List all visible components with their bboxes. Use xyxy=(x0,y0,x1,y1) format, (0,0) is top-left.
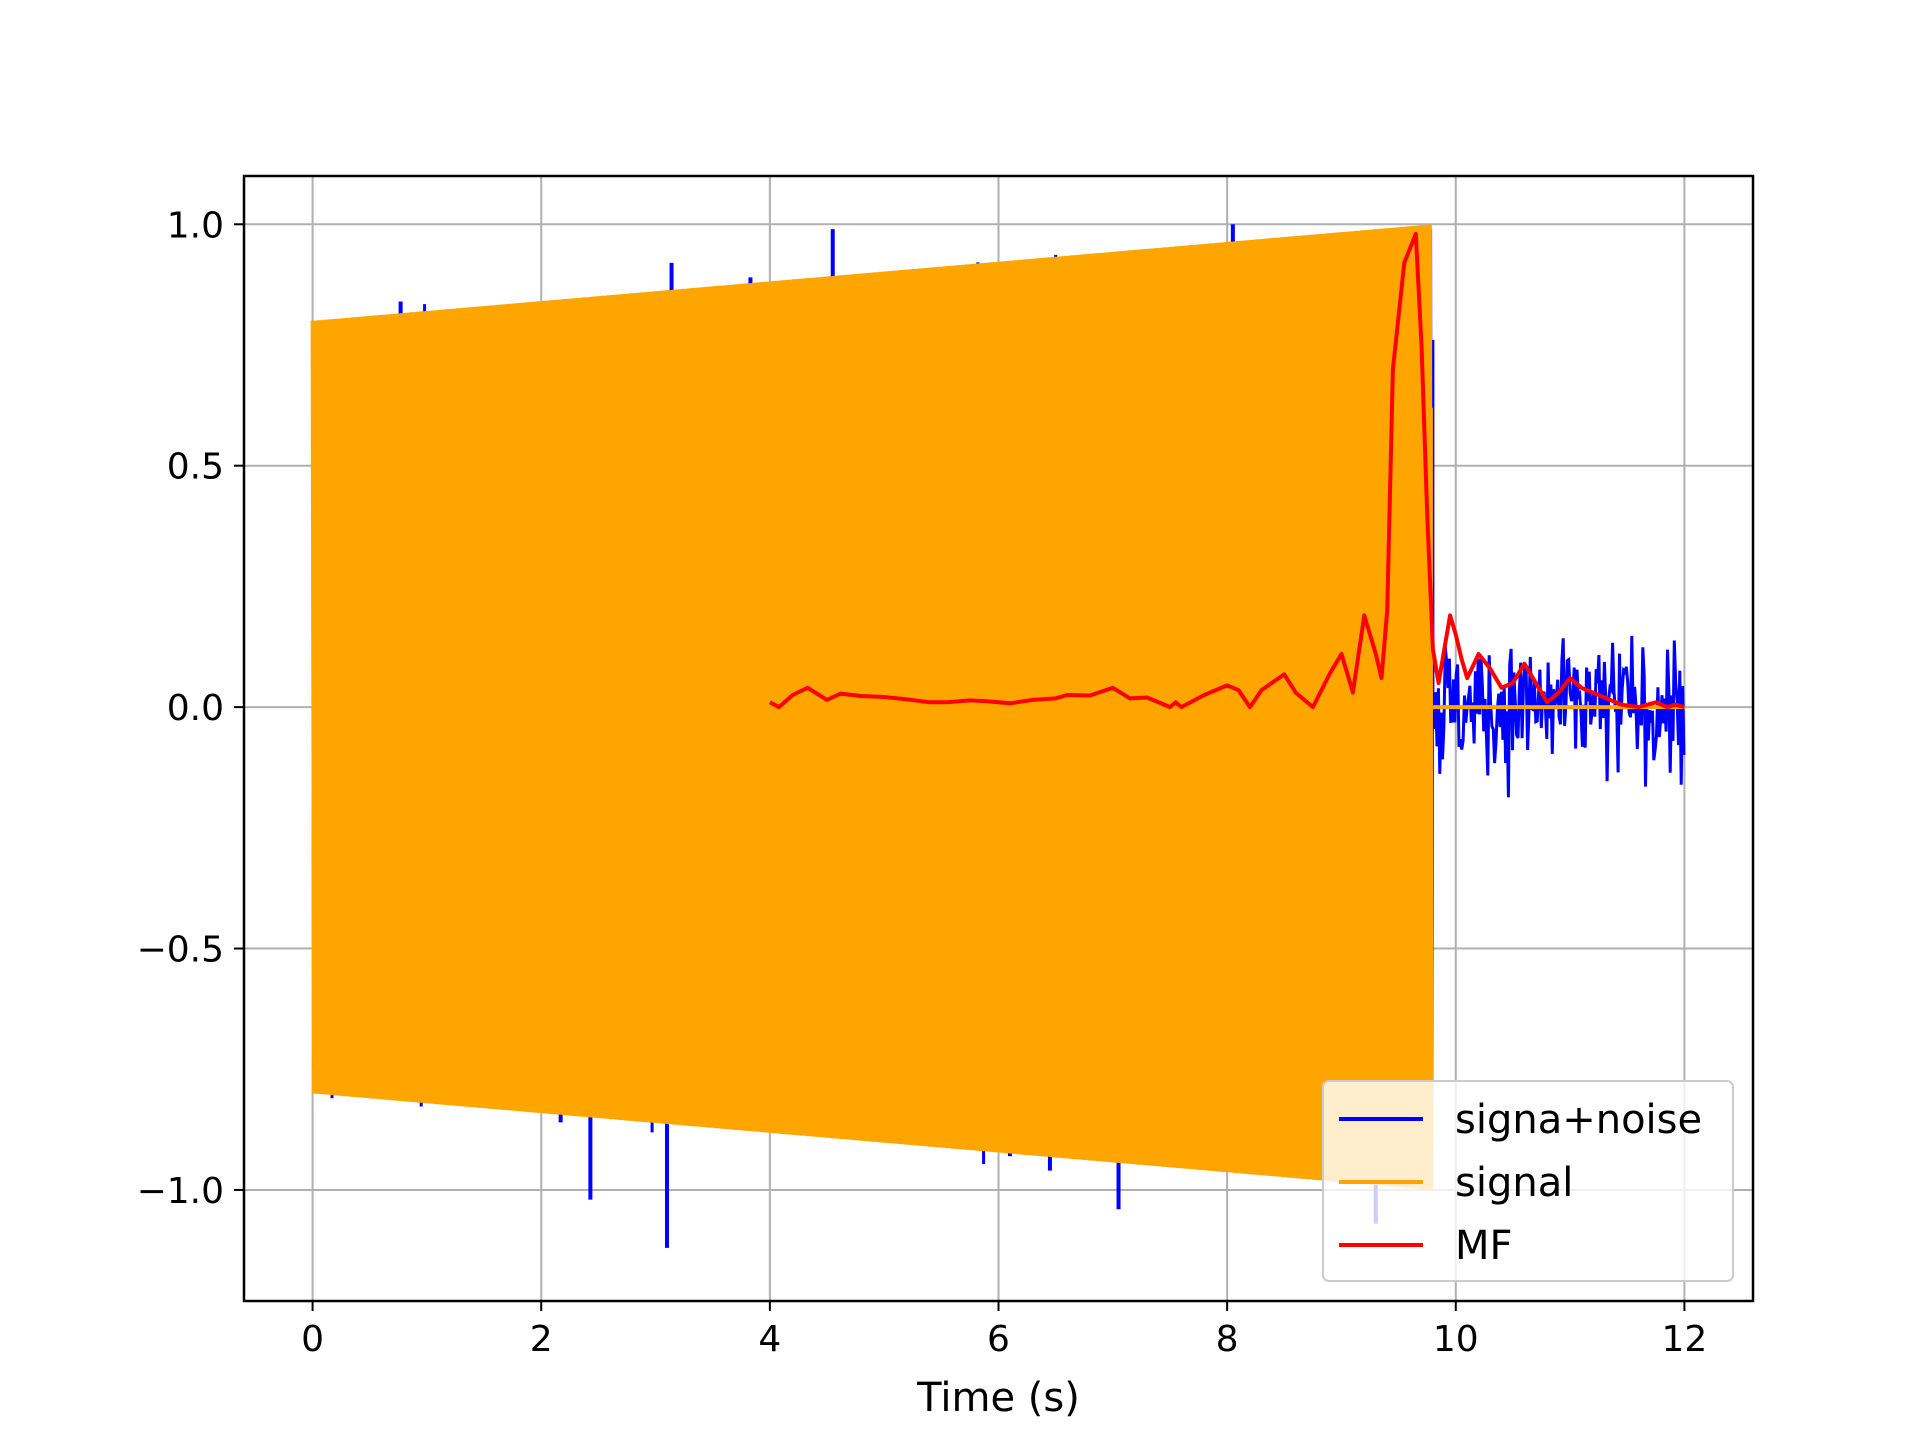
x-axis-label: Time (s) xyxy=(916,1375,1080,1421)
x-tick-label: 10 xyxy=(1433,1319,1479,1360)
x-tick-label: 12 xyxy=(1662,1319,1708,1360)
legend-box xyxy=(1322,1080,1734,1282)
y-tick-label: −1.0 xyxy=(137,1171,224,1212)
plot-area xyxy=(310,224,1686,1248)
legend-label: signal xyxy=(1455,1160,1573,1206)
y-tick-label: 0.0 xyxy=(167,688,224,729)
x-tick-label: 6 xyxy=(987,1319,1010,1360)
legend-label: signa+noise xyxy=(1455,1097,1702,1143)
axis-ticks: 0 2 4 6 8 10 12 −1.0 −0.5 0.0 0.5 1.0 xyxy=(137,205,1708,1360)
series-mf-line xyxy=(768,231,1685,710)
y-tick-label: 1.0 xyxy=(167,205,224,246)
series-signal-fill xyxy=(312,407,1433,1007)
y-tick-label: −0.5 xyxy=(137,930,224,971)
x-tick-label: 2 xyxy=(530,1319,553,1360)
x-tick-label: 4 xyxy=(758,1319,781,1360)
x-tick-label: 0 xyxy=(301,1319,324,1360)
series-signal xyxy=(310,224,1685,1190)
x-tick-label: 8 xyxy=(1216,1319,1239,1360)
legend-label: MF xyxy=(1455,1223,1513,1269)
legend: signa+noise signal MF xyxy=(1322,1080,1734,1282)
y-tick-label: 0.5 xyxy=(167,447,224,488)
